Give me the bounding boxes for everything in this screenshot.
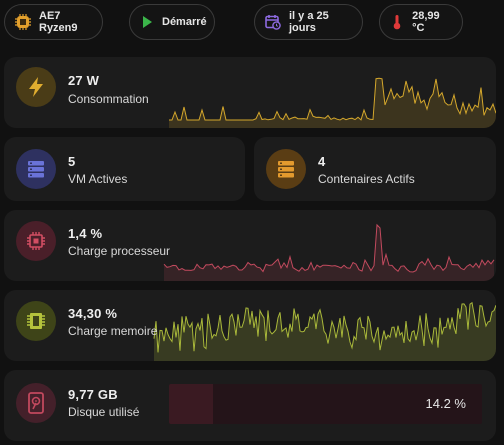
cpu-icon-bubble [16, 221, 56, 261]
chip-icon [15, 14, 31, 30]
chip-host[interactable]: AE7 Ryzen9 [4, 4, 103, 40]
chip-status[interactable]: Démarré [129, 4, 215, 40]
cpu-sparkline [163, 223, 495, 281]
memory-icon-bubble [16, 301, 56, 341]
chip-temperature-label: 28,99 °C [412, 10, 440, 34]
power-card[interactable]: 27 W Consommation [4, 57, 496, 128]
disk-usage-percent: 14.2 % [425, 396, 466, 411]
memory-value: 34,30 % [68, 306, 118, 321]
vm-label: VM Actives [68, 172, 128, 186]
disk-label: Disque utilisé [68, 405, 140, 419]
thermometer-icon [390, 14, 404, 30]
memory-label: Charge memoire [68, 324, 158, 338]
chip-temperature[interactable]: 28,99 °C [379, 4, 463, 40]
cpu-card[interactable]: 1,4 % Charge processeur [4, 210, 496, 281]
disk-usage-fill [169, 384, 214, 424]
chip-uptime-label: il y a 25 jours [289, 10, 329, 34]
memory-card[interactable]: 34,30 % Charge memoire [4, 290, 496, 361]
chip-host-label: AE7 Ryzen9 [39, 10, 78, 34]
containers-value: 4 [318, 154, 326, 169]
vm-icon-bubble [16, 149, 56, 189]
containers-card[interactable]: 4 Contenaires Actifs [254, 137, 496, 201]
containers-label: Contenaires Actifs [318, 172, 415, 186]
memory-sparkline [153, 301, 496, 361]
vm-value: 5 [68, 154, 76, 169]
power-sparkline [169, 77, 496, 128]
vm-card[interactable]: 5 VM Actives [4, 137, 245, 201]
disk-value: 9,77 GB [68, 387, 118, 402]
flash-icon [29, 77, 43, 97]
disk-icon-bubble [16, 383, 56, 423]
power-icon-bubble [16, 67, 56, 107]
power-value: 27 W [68, 73, 100, 88]
play-icon [140, 14, 154, 30]
chip-status-label: Démarré [162, 16, 207, 28]
containers-icon-bubble [266, 149, 306, 189]
cpu-icon [27, 232, 45, 250]
server-icon [28, 161, 44, 178]
cpu-value: 1,4 % [68, 226, 103, 241]
server-stack-icon [278, 161, 294, 178]
disk-card[interactable]: 9,77 GB Disque utilisé 14.2 % [4, 370, 496, 441]
cpu-label: Charge processeur [68, 244, 171, 258]
power-label: Consommation [68, 92, 149, 106]
harddisk-icon [28, 392, 44, 414]
chip-uptime[interactable]: il y a 25 jours [254, 4, 363, 40]
calendar-clock-icon [265, 14, 281, 30]
disk-usage-bar: 14.2 % [169, 384, 482, 424]
memory-icon [27, 313, 45, 329]
